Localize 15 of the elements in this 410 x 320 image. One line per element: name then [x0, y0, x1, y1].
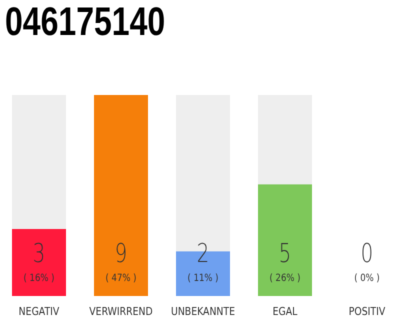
x-tick-label: UNBEKANNTE: [171, 306, 235, 318]
x-tick-label: NEGATIV: [18, 306, 60, 318]
data-label: 0: [360, 239, 374, 269]
annotation: ( 11% ): [188, 272, 218, 284]
data-label: 5: [278, 239, 292, 269]
annotation: ( 0% ): [354, 272, 380, 284]
chart-title: 046175140: [5, 0, 166, 44]
x-tick-label: POSITIV: [348, 306, 386, 318]
x-tick-label: VERWIRREND: [89, 306, 153, 318]
x-tick-label: EGAL: [272, 306, 298, 318]
data-label: 9: [114, 239, 128, 269]
annotation: ( 16% ): [24, 272, 54, 284]
annotation: ( 47% ): [106, 272, 136, 284]
annotation: ( 26% ): [270, 272, 300, 284]
data-label: 3: [32, 239, 46, 269]
